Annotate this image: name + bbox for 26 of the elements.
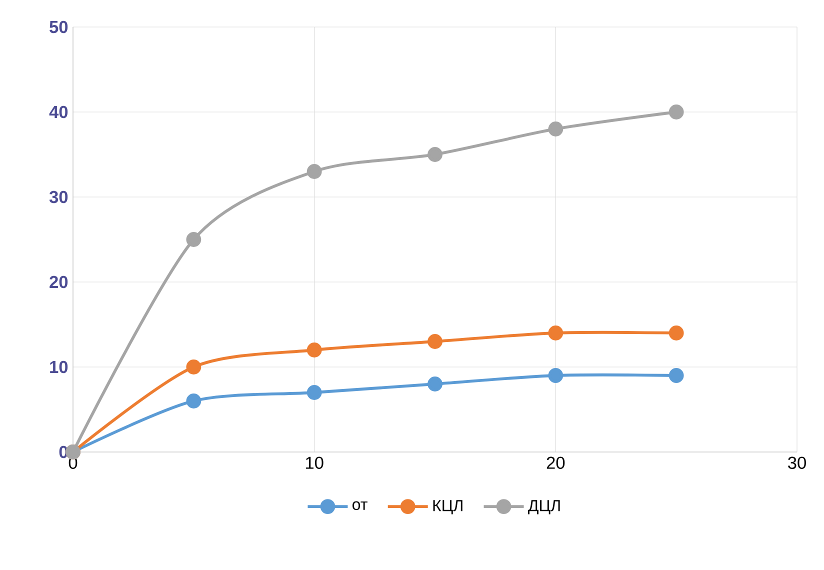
y-tick-label: 40: [49, 106, 68, 118]
point: [548, 368, 564, 383]
y-tick-label: 50: [50, 20, 68, 34]
point: [186, 360, 202, 374]
point: [428, 147, 442, 162]
legend-label: ДЦЛ: [528, 500, 560, 514]
point: [548, 122, 564, 136]
point: [186, 394, 202, 408]
point: [428, 334, 442, 349]
y-tick-label: 20: [50, 276, 68, 288]
point: [306, 385, 322, 400]
point: [186, 232, 202, 247]
y-tick-label: 30: [49, 190, 68, 204]
point: [428, 376, 442, 392]
point: [668, 104, 684, 120]
point: [306, 164, 322, 179]
x-tick-label: 10: [306, 456, 324, 469]
point: [306, 342, 322, 358]
point: [548, 326, 564, 340]
x-tick-label: 20: [546, 456, 565, 469]
legend-label: от: [352, 501, 368, 510]
x-tick-label: 30: [788, 456, 806, 469]
y-tick-label: 10: [50, 360, 68, 374]
legend-label: КЦЛ: [433, 500, 462, 514]
point: [668, 368, 684, 383]
point: [668, 326, 684, 340]
